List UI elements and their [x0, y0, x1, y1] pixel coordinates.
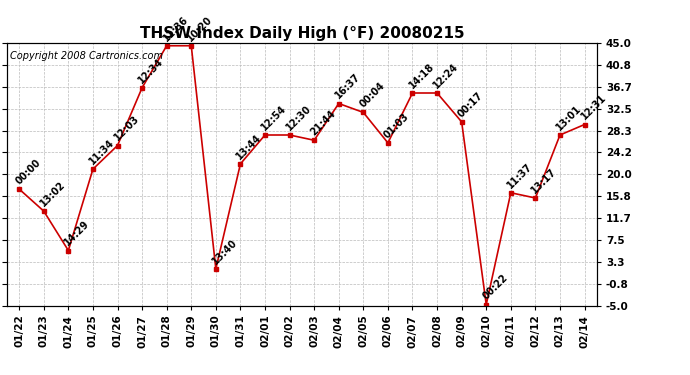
Text: 12:54: 12:54 — [259, 103, 288, 132]
Text: 12:30: 12:30 — [284, 103, 313, 132]
Text: 12:31: 12:31 — [579, 93, 608, 122]
Text: 13:02: 13:02 — [38, 179, 67, 209]
Text: 00:17: 00:17 — [456, 90, 485, 119]
Text: 00:04: 00:04 — [357, 81, 386, 110]
Text: 11:34: 11:34 — [87, 137, 116, 166]
Text: 12:34: 12:34 — [137, 56, 166, 85]
Text: 13:44: 13:44 — [235, 132, 264, 161]
Text: 01:03: 01:03 — [382, 111, 411, 140]
Text: 11:36: 11:36 — [161, 14, 190, 43]
Text: 12:03: 12:03 — [112, 114, 141, 143]
Text: 10:20: 10:20 — [186, 14, 215, 43]
Text: 13:17: 13:17 — [530, 166, 559, 195]
Title: THSW Index Daily High (°F) 20080215: THSW Index Daily High (°F) 20080215 — [139, 26, 464, 40]
Text: Copyright 2008 Cartronics.com: Copyright 2008 Cartronics.com — [10, 51, 163, 61]
Text: 13:01: 13:01 — [554, 103, 583, 132]
Text: 16:37: 16:37 — [333, 72, 362, 101]
Text: 14:29: 14:29 — [63, 219, 92, 248]
Text: 21:44: 21:44 — [308, 108, 337, 138]
Text: 14:18: 14:18 — [407, 61, 436, 90]
Text: 13:40: 13:40 — [210, 237, 239, 266]
Text: 00:22: 00:22 — [480, 273, 509, 302]
Text: 12:24: 12:24 — [431, 61, 460, 90]
Text: 11:37: 11:37 — [505, 161, 534, 190]
Text: 00:00: 00:00 — [14, 157, 43, 186]
